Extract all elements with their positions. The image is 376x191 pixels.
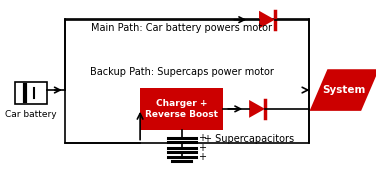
Text: Backup Path: Supercaps power motor: Backup Path: Supercaps power motor [90, 67, 274, 77]
Text: Main Path: Car battery powers motor: Main Path: Car battery powers motor [91, 23, 272, 33]
Text: System: System [323, 85, 366, 95]
Text: Charger +
Reverse Boost: Charger + Reverse Boost [145, 99, 218, 119]
Text: Car battery: Car battery [5, 110, 57, 119]
Text: +: + [197, 142, 206, 153]
Bar [140, 88, 223, 130]
Text: +: + [197, 133, 206, 143]
Polygon shape [259, 11, 275, 29]
Polygon shape [309, 69, 376, 111]
Text: +: + [197, 152, 206, 163]
Polygon shape [249, 100, 265, 118]
Text: + Supercapacitors: + Supercapacitors [203, 134, 294, 144]
Bar [15, 82, 47, 104]
Bar [65, 19, 309, 143]
